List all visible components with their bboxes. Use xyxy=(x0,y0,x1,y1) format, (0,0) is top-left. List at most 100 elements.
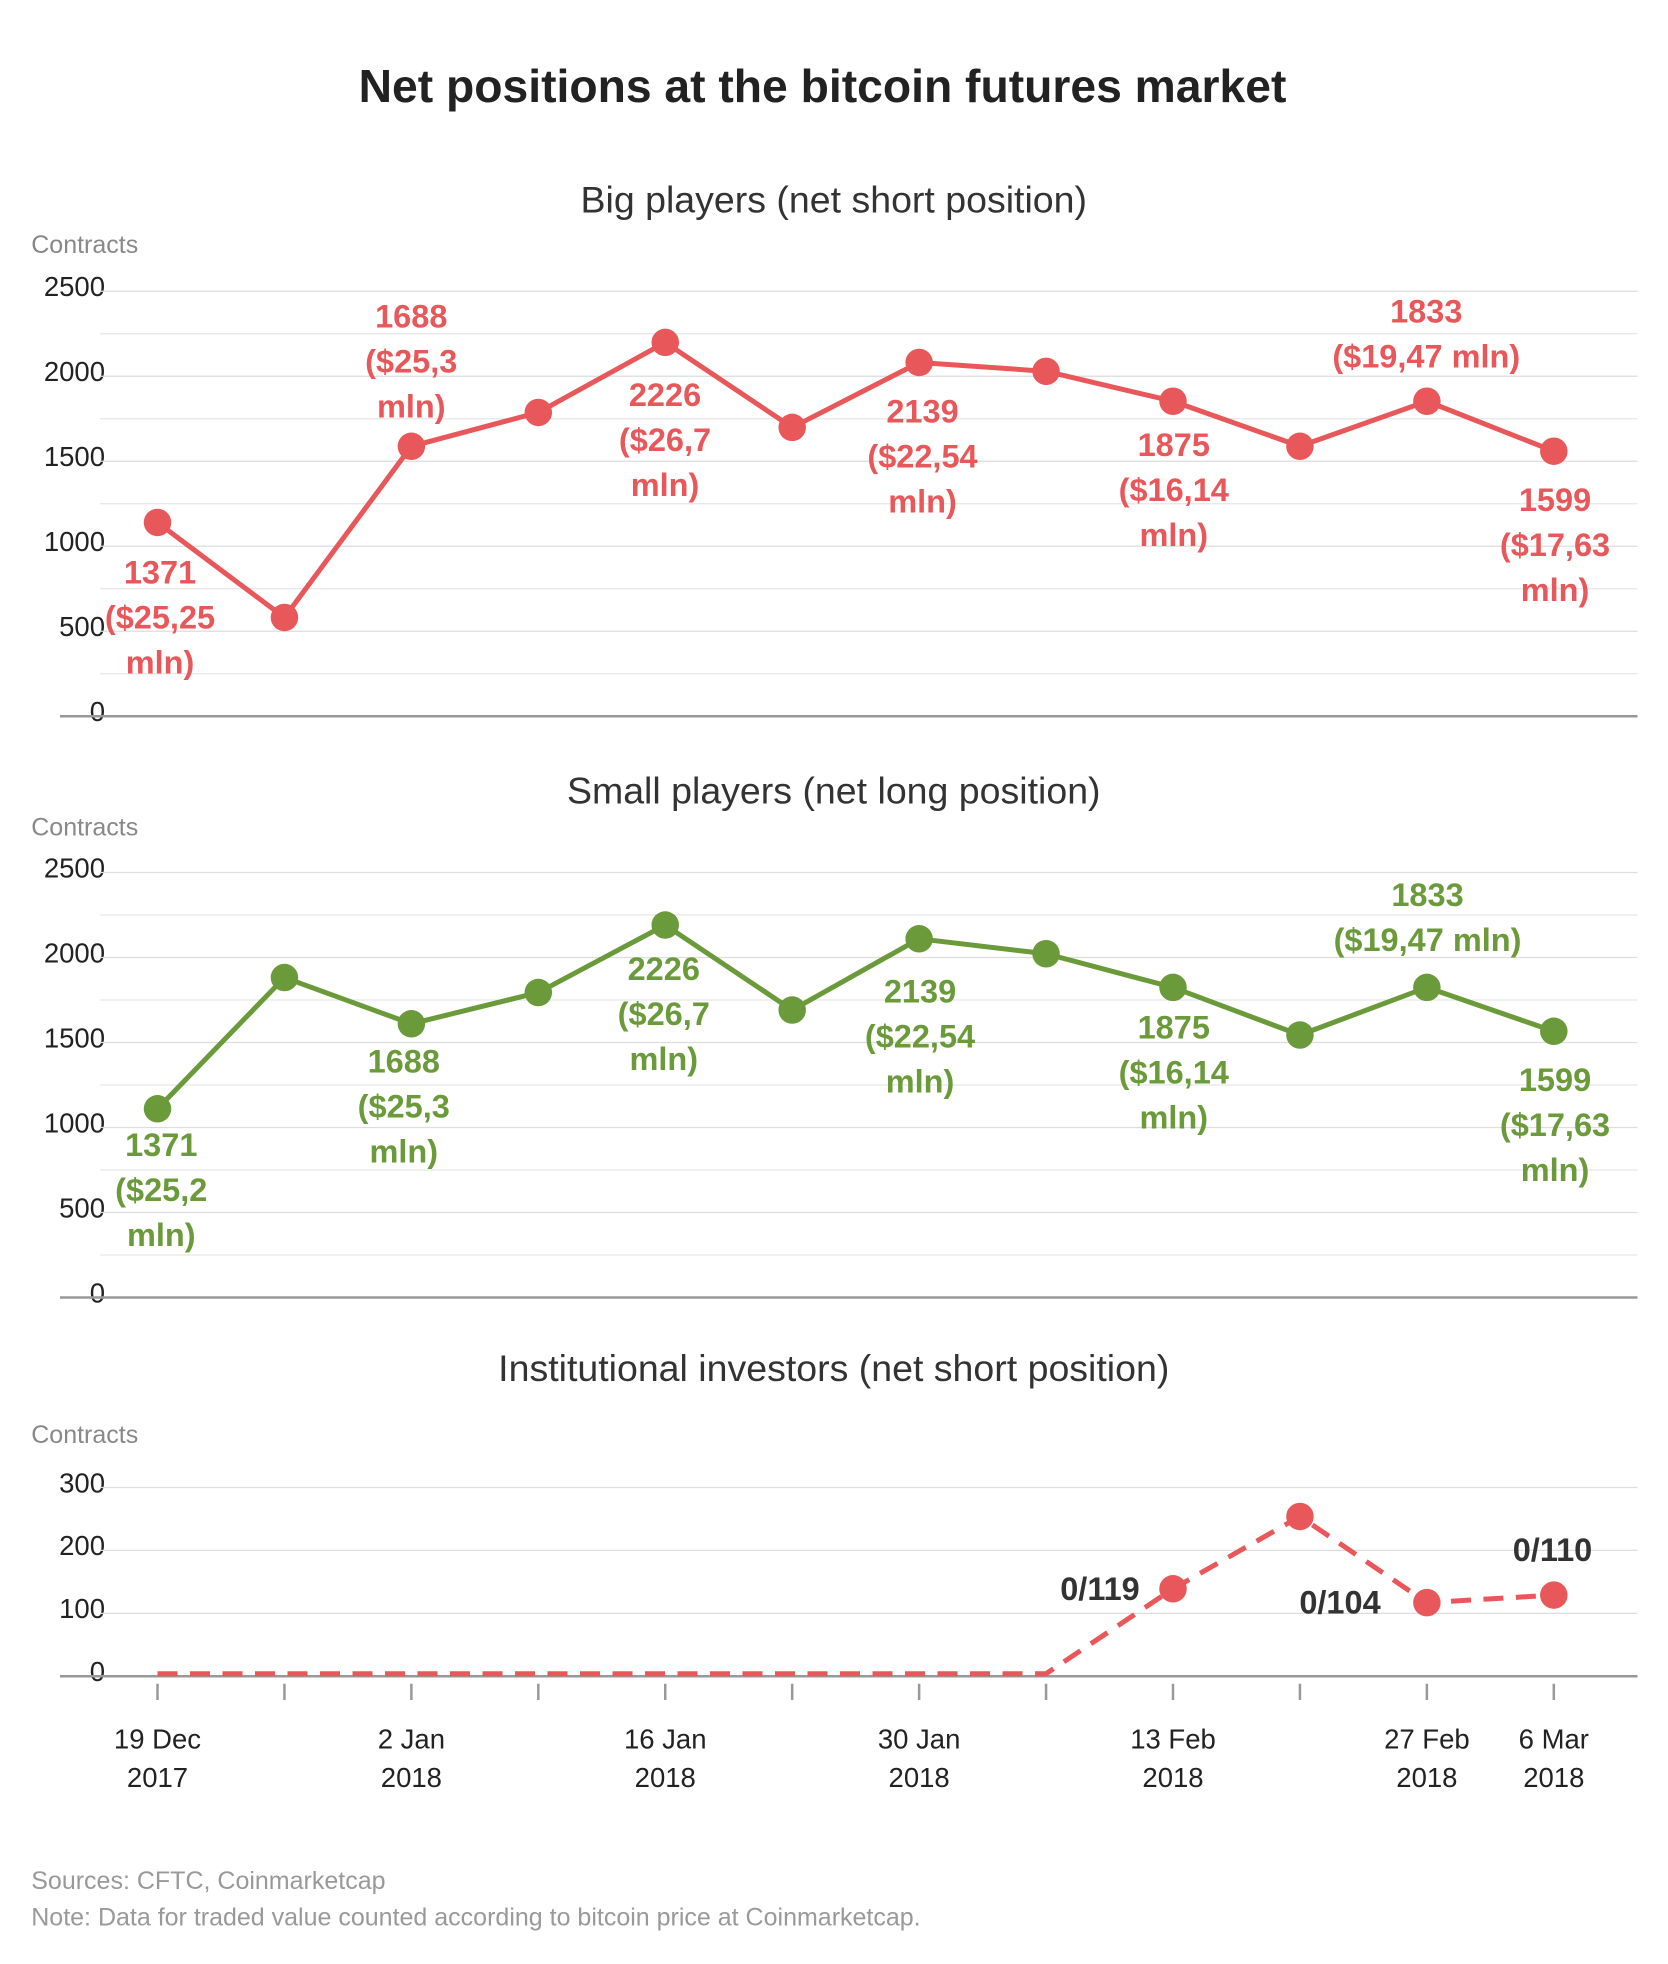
chart-title: Small players (net long position) xyxy=(567,770,1101,812)
data-point xyxy=(1032,940,1060,968)
annotation: 0/104 xyxy=(1299,1585,1380,1621)
x-tick-label: 30 Jan 2018 xyxy=(878,1724,961,1794)
y-tick-label: 1000 xyxy=(44,526,105,557)
data-point xyxy=(1540,437,1568,465)
data-point xyxy=(143,508,172,537)
y-tick-label: 1500 xyxy=(44,441,105,472)
data-point xyxy=(1032,357,1060,386)
annotation: mln) xyxy=(1521,1152,1590,1188)
data-point xyxy=(270,963,299,992)
data-point xyxy=(397,432,426,461)
annotation: 0/119 xyxy=(1060,1571,1140,1607)
annotation: 1833 xyxy=(1391,877,1463,913)
y-axis-label: Contracts xyxy=(31,1421,138,1449)
x-tick-label: 27 Feb 2018 xyxy=(1384,1724,1470,1794)
y-tick-label: 0 xyxy=(90,696,105,727)
chart-title: Institutional investors (net short posit… xyxy=(498,1347,1169,1389)
data-point xyxy=(778,996,806,1024)
annotation: ($22,54 xyxy=(867,438,977,474)
main-title: Net positions at the bitcoin futures mar… xyxy=(359,60,1287,112)
y-tick-label: 500 xyxy=(59,1192,105,1223)
annotation: 1599 xyxy=(1519,1062,1591,1098)
annotation: 0/110 xyxy=(1513,1532,1593,1568)
data-point xyxy=(143,1095,172,1123)
annotation: 1875 xyxy=(1138,427,1210,463)
y-tick-label: 100 xyxy=(59,1593,105,1624)
data-point xyxy=(1159,973,1187,1002)
annotation: ($25,2 xyxy=(115,1172,207,1208)
series-line xyxy=(155,922,1555,1111)
data-point xyxy=(270,603,299,632)
data-point xyxy=(1413,1588,1441,1617)
annotation: mln) xyxy=(629,1041,698,1077)
y-tick-label: 2000 xyxy=(44,356,105,387)
x-tick-label: 6 Mar 2018 xyxy=(1519,1724,1589,1794)
data-point xyxy=(905,348,933,377)
data-point xyxy=(1286,1021,1314,1049)
data-point xyxy=(1413,973,1441,1002)
annotation: mln) xyxy=(631,467,700,503)
y-axis-label: Contracts xyxy=(31,231,138,259)
data-point xyxy=(524,398,553,427)
data-point xyxy=(1159,387,1187,415)
annotation: ($26,7 xyxy=(618,996,710,1032)
annotation: 2226 xyxy=(629,377,701,413)
annotation: ($26,7 xyxy=(619,422,711,458)
annotation: 1371 xyxy=(124,555,196,591)
data-point xyxy=(651,911,679,939)
data-point xyxy=(778,413,806,442)
annotation: 2139 xyxy=(886,393,958,429)
annotation: mln) xyxy=(888,483,957,519)
annotation: 1688 xyxy=(368,1043,440,1079)
annotation: 1875 xyxy=(1138,1010,1210,1046)
annotation: ($17,63 xyxy=(1500,527,1610,563)
y-axis-label: Contracts xyxy=(31,813,138,841)
annotation: mln) xyxy=(377,388,446,424)
y-tick-label: 300 xyxy=(59,1467,105,1498)
data-point xyxy=(1540,1017,1568,1046)
annotation: ($22,54 xyxy=(865,1018,975,1054)
x-tick-label: 16 Jan 2018 xyxy=(624,1724,707,1794)
data-point xyxy=(1413,387,1441,415)
sources: Sources: CFTC, Coinmarketcap xyxy=(31,1867,385,1895)
y-tick-label: 200 xyxy=(59,1530,105,1561)
data-point xyxy=(651,328,679,357)
annotation: ($16,14 xyxy=(1119,472,1229,508)
x-tick-label: 19 Dec 2017 xyxy=(114,1724,201,1794)
data-point xyxy=(1159,1575,1187,1603)
y-tick-label: 1500 xyxy=(44,1022,105,1053)
y-tick-label: 0 xyxy=(90,1277,105,1308)
series-line xyxy=(156,339,1555,620)
annotation: mln) xyxy=(127,1217,196,1253)
chart-root: Net positions at the bitcoin futures mar… xyxy=(31,60,1638,1931)
annotation: mln) xyxy=(126,645,195,681)
annotation: ($17,63 xyxy=(1500,1107,1610,1143)
annotation: mln) xyxy=(886,1063,955,1099)
annotation: 2139 xyxy=(884,973,956,1009)
x-tick-label: 13 Feb 2018 xyxy=(1130,1724,1216,1794)
data-point xyxy=(397,1010,426,1038)
note: Note: Data for traded value counted acco… xyxy=(31,1903,920,1931)
annotation: 1371 xyxy=(125,1127,197,1163)
y-tick-label: 2000 xyxy=(44,937,105,968)
annotation: 1688 xyxy=(375,298,447,334)
y-tick-label: 500 xyxy=(59,611,105,642)
chart-title: Big players (net short position) xyxy=(581,178,1088,220)
data-point xyxy=(524,978,553,1007)
annotation: ($25,25 xyxy=(105,600,215,636)
annotation: ($25,3 xyxy=(358,1088,450,1124)
data-point xyxy=(905,925,933,953)
y-tick-label: 2500 xyxy=(44,271,105,302)
annotation: ($19,47 mln) xyxy=(1332,338,1520,374)
data-point xyxy=(1286,432,1314,461)
annotation: ($16,14 xyxy=(1119,1055,1229,1091)
annotation: 1599 xyxy=(1519,482,1591,518)
data-point xyxy=(1286,1502,1314,1531)
annotation: mln) xyxy=(1521,572,1590,608)
y-tick-label: 1000 xyxy=(44,1107,105,1138)
y-tick-label: 0 xyxy=(90,1656,105,1687)
annotation: mln) xyxy=(369,1133,438,1169)
annotation: mln) xyxy=(1139,1100,1208,1136)
annotation: mln) xyxy=(1139,517,1208,553)
